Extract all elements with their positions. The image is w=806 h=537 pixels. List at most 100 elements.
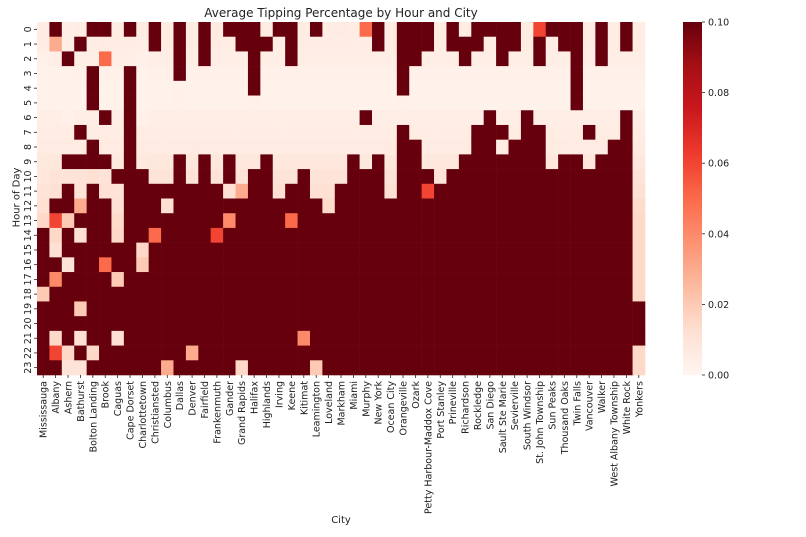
heatmap-cell [99, 36, 112, 52]
heatmap-cell [582, 286, 596, 302]
heatmap-cell [620, 22, 633, 38]
heatmap-cell [49, 198, 63, 214]
heatmap-cell [173, 80, 187, 96]
heatmap-cell [223, 139, 236, 155]
heatmap-cell [545, 213, 559, 229]
heatmap-cell [483, 124, 497, 140]
heatmap-cell [74, 22, 87, 38]
heatmap-cell [496, 66, 509, 82]
heatmap-cell [545, 330, 559, 346]
heatmap-cell [61, 95, 75, 111]
heatmap-cell [136, 66, 149, 82]
heatmap-cell [334, 154, 348, 170]
heatmap-cell [297, 110, 311, 126]
heatmap-cell [372, 22, 385, 38]
heatmap-cell [359, 110, 373, 126]
heatmap-cell [86, 139, 100, 155]
heatmap-cell [582, 169, 596, 185]
heatmap-cell [434, 22, 447, 38]
heatmap-cell [161, 51, 174, 67]
heatmap-cell [37, 330, 50, 346]
heatmap-cell [458, 316, 472, 332]
heatmap-cell [260, 36, 274, 52]
heatmap-cell [347, 286, 360, 302]
heatmap-cell [607, 316, 621, 332]
heatmap-cell [61, 154, 75, 170]
heatmap-cell [607, 345, 621, 361]
heatmap-cell [607, 95, 621, 111]
heatmap-cell [607, 80, 621, 96]
heatmap-cell [37, 183, 50, 199]
heatmap-cell [607, 51, 621, 67]
heatmap-cell [210, 51, 224, 67]
heatmap-cell [260, 257, 274, 273]
heatmap-cell [123, 360, 137, 376]
heatmap-cell [322, 257, 336, 273]
heatmap-cell [409, 110, 422, 126]
heatmap-cell [272, 301, 286, 317]
heatmap-cell [496, 257, 509, 273]
heatmap-cell [632, 286, 646, 302]
heatmap-cell [347, 110, 360, 126]
heatmap-cell [620, 272, 633, 288]
heatmap-cell [409, 154, 422, 170]
heatmap-cell [483, 286, 497, 302]
heatmap-cell [434, 66, 447, 82]
heatmap-cell [148, 286, 162, 302]
heatmap-cell [496, 301, 509, 317]
heatmap-cell [607, 213, 621, 229]
heatmap-cell [49, 345, 63, 361]
heatmap-cell [111, 345, 125, 361]
heatmap-cell [260, 95, 274, 111]
heatmap-cell [185, 169, 199, 185]
heatmap-cell [272, 36, 286, 52]
heatmap-cell [334, 330, 348, 346]
heatmap-cell [558, 360, 571, 376]
heatmap-cell [260, 124, 274, 140]
heatmap-cell [434, 51, 447, 67]
heatmap-cell [607, 198, 621, 214]
heatmap-cell [260, 301, 274, 317]
heatmap-cell [86, 272, 100, 288]
heatmap-cell [483, 257, 497, 273]
heatmap-cell [198, 139, 212, 155]
heatmap-cell [272, 51, 286, 67]
heatmap-cell [520, 124, 534, 140]
heatmap-cell [620, 330, 633, 346]
heatmap-cell [235, 286, 249, 302]
heatmap-cell [607, 242, 621, 258]
heatmap-cell [458, 330, 472, 346]
heatmap-cell [123, 36, 137, 52]
heatmap-cell [446, 22, 460, 38]
heatmap-cell [223, 183, 236, 199]
heatmap-cell [322, 227, 336, 243]
heatmap-cell [61, 301, 75, 317]
heatmap-cell [471, 345, 484, 361]
heatmap-cell [632, 183, 646, 199]
heatmap-cell [533, 360, 547, 376]
heatmap-cell [582, 345, 596, 361]
heatmap-cell [309, 198, 323, 214]
heatmap-cell [508, 22, 522, 38]
heatmap-cell [396, 242, 410, 258]
heatmap-cell [508, 213, 522, 229]
heatmap-cell [508, 51, 522, 67]
heatmap-cell [297, 316, 311, 332]
heatmap-cell [372, 95, 385, 111]
x-tick-label: Rockledge [473, 381, 484, 430]
heatmap-cell [272, 66, 286, 82]
colorbar-tick-label: 0.00 [708, 371, 729, 382]
heatmap-cell [458, 80, 472, 96]
heatmap-cell [161, 198, 174, 214]
heatmap-cell [210, 183, 224, 199]
heatmap-cell [545, 316, 559, 332]
heatmap-cell [247, 345, 261, 361]
heatmap-cell [136, 95, 149, 111]
x-tick-label: Bolton Landing [88, 381, 99, 452]
heatmap-cell [582, 227, 596, 243]
heatmap-cell [148, 345, 162, 361]
heatmap-cell [508, 110, 522, 126]
heatmap-cell [37, 22, 50, 38]
heatmap-cell [148, 330, 162, 346]
